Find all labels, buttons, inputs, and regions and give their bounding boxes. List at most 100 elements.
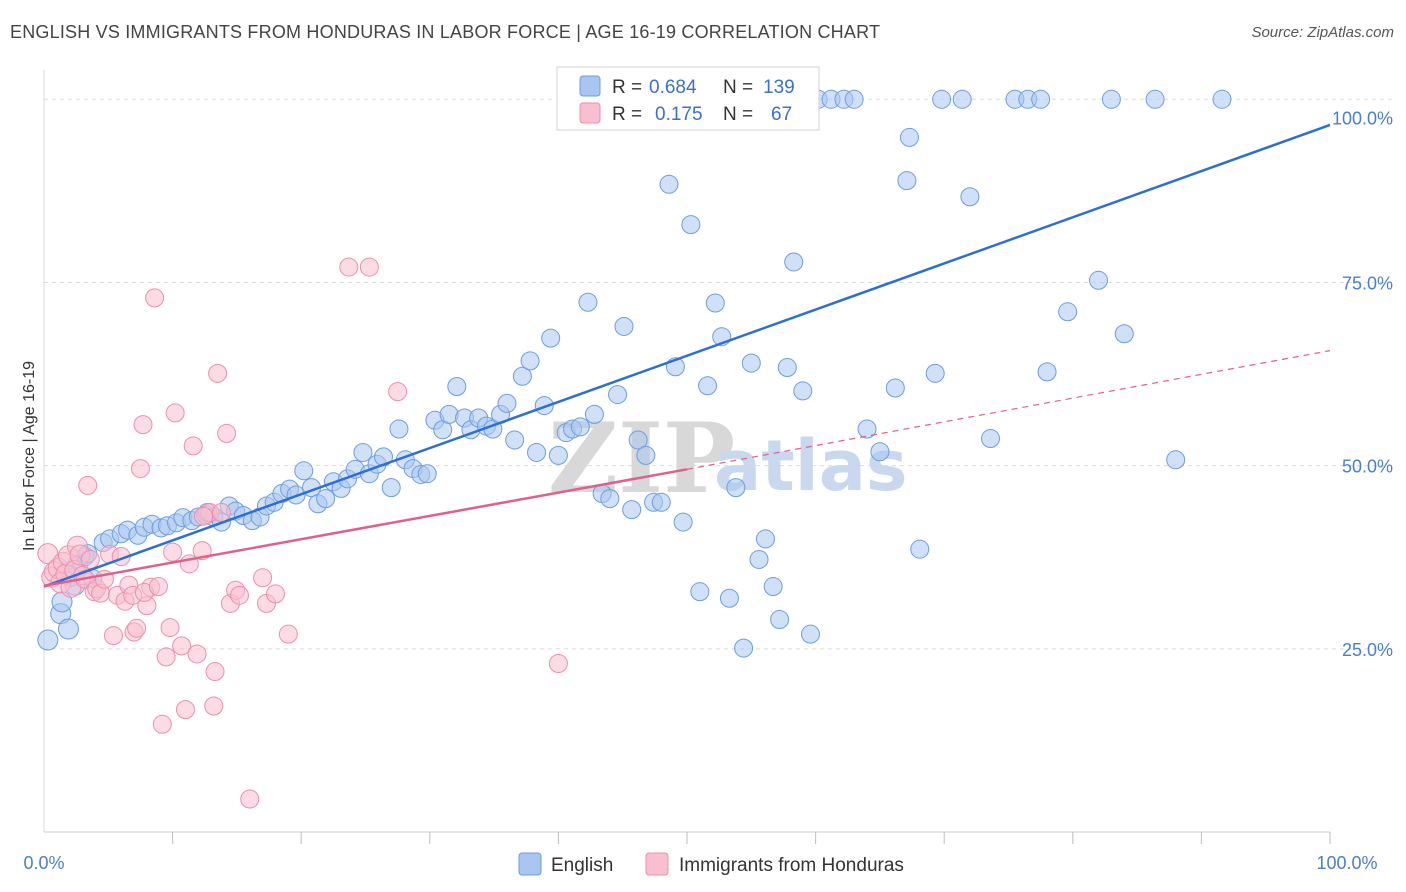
- honduras-point: [229, 585, 249, 605]
- legend-box: [556, 66, 820, 131]
- honduras-point: [240, 789, 260, 809]
- english-point: [570, 417, 590, 437]
- trend-lines: [43, 123, 1331, 588]
- honduras-trend-line: [43, 468, 688, 588]
- honduras-point: [160, 618, 180, 638]
- english-point: [353, 442, 373, 462]
- legend-swatch-english: [579, 75, 601, 97]
- x-tick-label-min: 0.0%: [23, 853, 64, 873]
- english-point: [734, 638, 754, 658]
- y-tick-label: 75.0%: [1342, 273, 1393, 293]
- legend-honduras-n-label: N =: [723, 104, 753, 125]
- y-tick-label: 100.0%: [1332, 108, 1393, 128]
- honduras-point: [133, 415, 153, 435]
- english-point: [527, 442, 547, 462]
- honduras-point: [278, 624, 298, 644]
- legend-honduras-r-value: 0.175: [655, 104, 703, 125]
- honduras-point: [193, 506, 213, 526]
- honduras-point: [130, 459, 150, 479]
- english-point: [698, 376, 718, 396]
- x-tick-label-max: 100.0%: [1316, 853, 1377, 873]
- english-point: [897, 171, 917, 191]
- english-point: [628, 430, 648, 450]
- english-point: [1145, 89, 1165, 109]
- legend-english-n-value: 139: [763, 77, 795, 98]
- english-point: [659, 174, 679, 194]
- english-point: [534, 396, 554, 416]
- english-point: [1058, 302, 1078, 322]
- english-point: [960, 187, 980, 207]
- english-point: [57, 618, 79, 640]
- honduras-point: [208, 363, 228, 383]
- english-point: [584, 404, 604, 424]
- english-point: [389, 419, 409, 439]
- chart-title: ENGLISH VS IMMIGRANTS FROM HONDURAS IN L…: [10, 22, 881, 42]
- watermark-atlas: atlas: [714, 425, 908, 507]
- english-point: [932, 89, 952, 109]
- english-point: [844, 89, 864, 109]
- english-point: [1031, 89, 1051, 109]
- english-point: [1212, 89, 1232, 109]
- english-point: [899, 127, 919, 147]
- honduras-point: [187, 644, 207, 664]
- honduras-point: [78, 475, 98, 495]
- honduras-point: [175, 700, 195, 720]
- english-point: [673, 512, 693, 532]
- english-point: [447, 377, 467, 397]
- y-axis-label: In Labor Force | Age 16-19: [21, 361, 38, 551]
- legend-honduras-r-label: R =: [612, 104, 642, 125]
- legend-honduras-n-value: 67: [771, 104, 792, 125]
- english-point: [952, 89, 972, 109]
- honduras-point: [204, 696, 224, 716]
- english-point: [690, 582, 710, 602]
- legend-english-r-value: 0.684: [649, 77, 697, 98]
- english-point: [381, 478, 401, 498]
- english-point: [512, 366, 532, 386]
- english-point: [417, 464, 437, 484]
- english-point: [578, 292, 598, 312]
- honduras-point: [145, 288, 165, 308]
- english-point: [770, 610, 790, 630]
- english-point: [681, 215, 701, 235]
- english-point: [885, 378, 905, 398]
- english-point: [651, 492, 671, 512]
- honduras-point: [359, 257, 379, 277]
- english-point: [925, 363, 945, 383]
- english-point: [636, 445, 656, 465]
- bottom-legend-english: English: [551, 855, 613, 876]
- honduras-point: [152, 714, 172, 734]
- english-point: [1101, 89, 1121, 109]
- honduras-point: [80, 549, 100, 569]
- english-point: [749, 549, 769, 569]
- english-point: [755, 529, 775, 549]
- english-point: [857, 419, 877, 439]
- legend-english-r-label: R =: [612, 77, 642, 98]
- english-point: [608, 385, 628, 405]
- english-point: [910, 539, 930, 559]
- english-point: [614, 316, 634, 336]
- bottom-legend: English Immigrants from Honduras: [518, 852, 904, 876]
- honduras-point: [253, 568, 273, 588]
- honduras-point: [156, 647, 176, 667]
- honduras-point: [148, 577, 168, 597]
- honduras-point: [205, 662, 225, 682]
- honduras-point: [163, 542, 183, 562]
- english-point: [705, 293, 725, 313]
- english-point: [793, 381, 813, 401]
- honduras-point: [548, 653, 568, 673]
- english-point: [497, 393, 517, 413]
- honduras-point: [127, 618, 147, 638]
- honduras-points: [37, 257, 568, 809]
- y-tick-label: 25.0%: [1342, 640, 1393, 660]
- honduras-point: [265, 584, 285, 604]
- english-point: [622, 500, 642, 520]
- legend-english-n-label: N =: [723, 77, 753, 98]
- english-point: [777, 357, 797, 377]
- x-axis-ticks: [172, 832, 1331, 844]
- honduras-point: [183, 436, 203, 456]
- english-point: [870, 442, 890, 462]
- bottom-legend-honduras: Immigrants from Honduras: [679, 855, 904, 876]
- english-point: [726, 478, 746, 498]
- english-point: [1089, 270, 1109, 290]
